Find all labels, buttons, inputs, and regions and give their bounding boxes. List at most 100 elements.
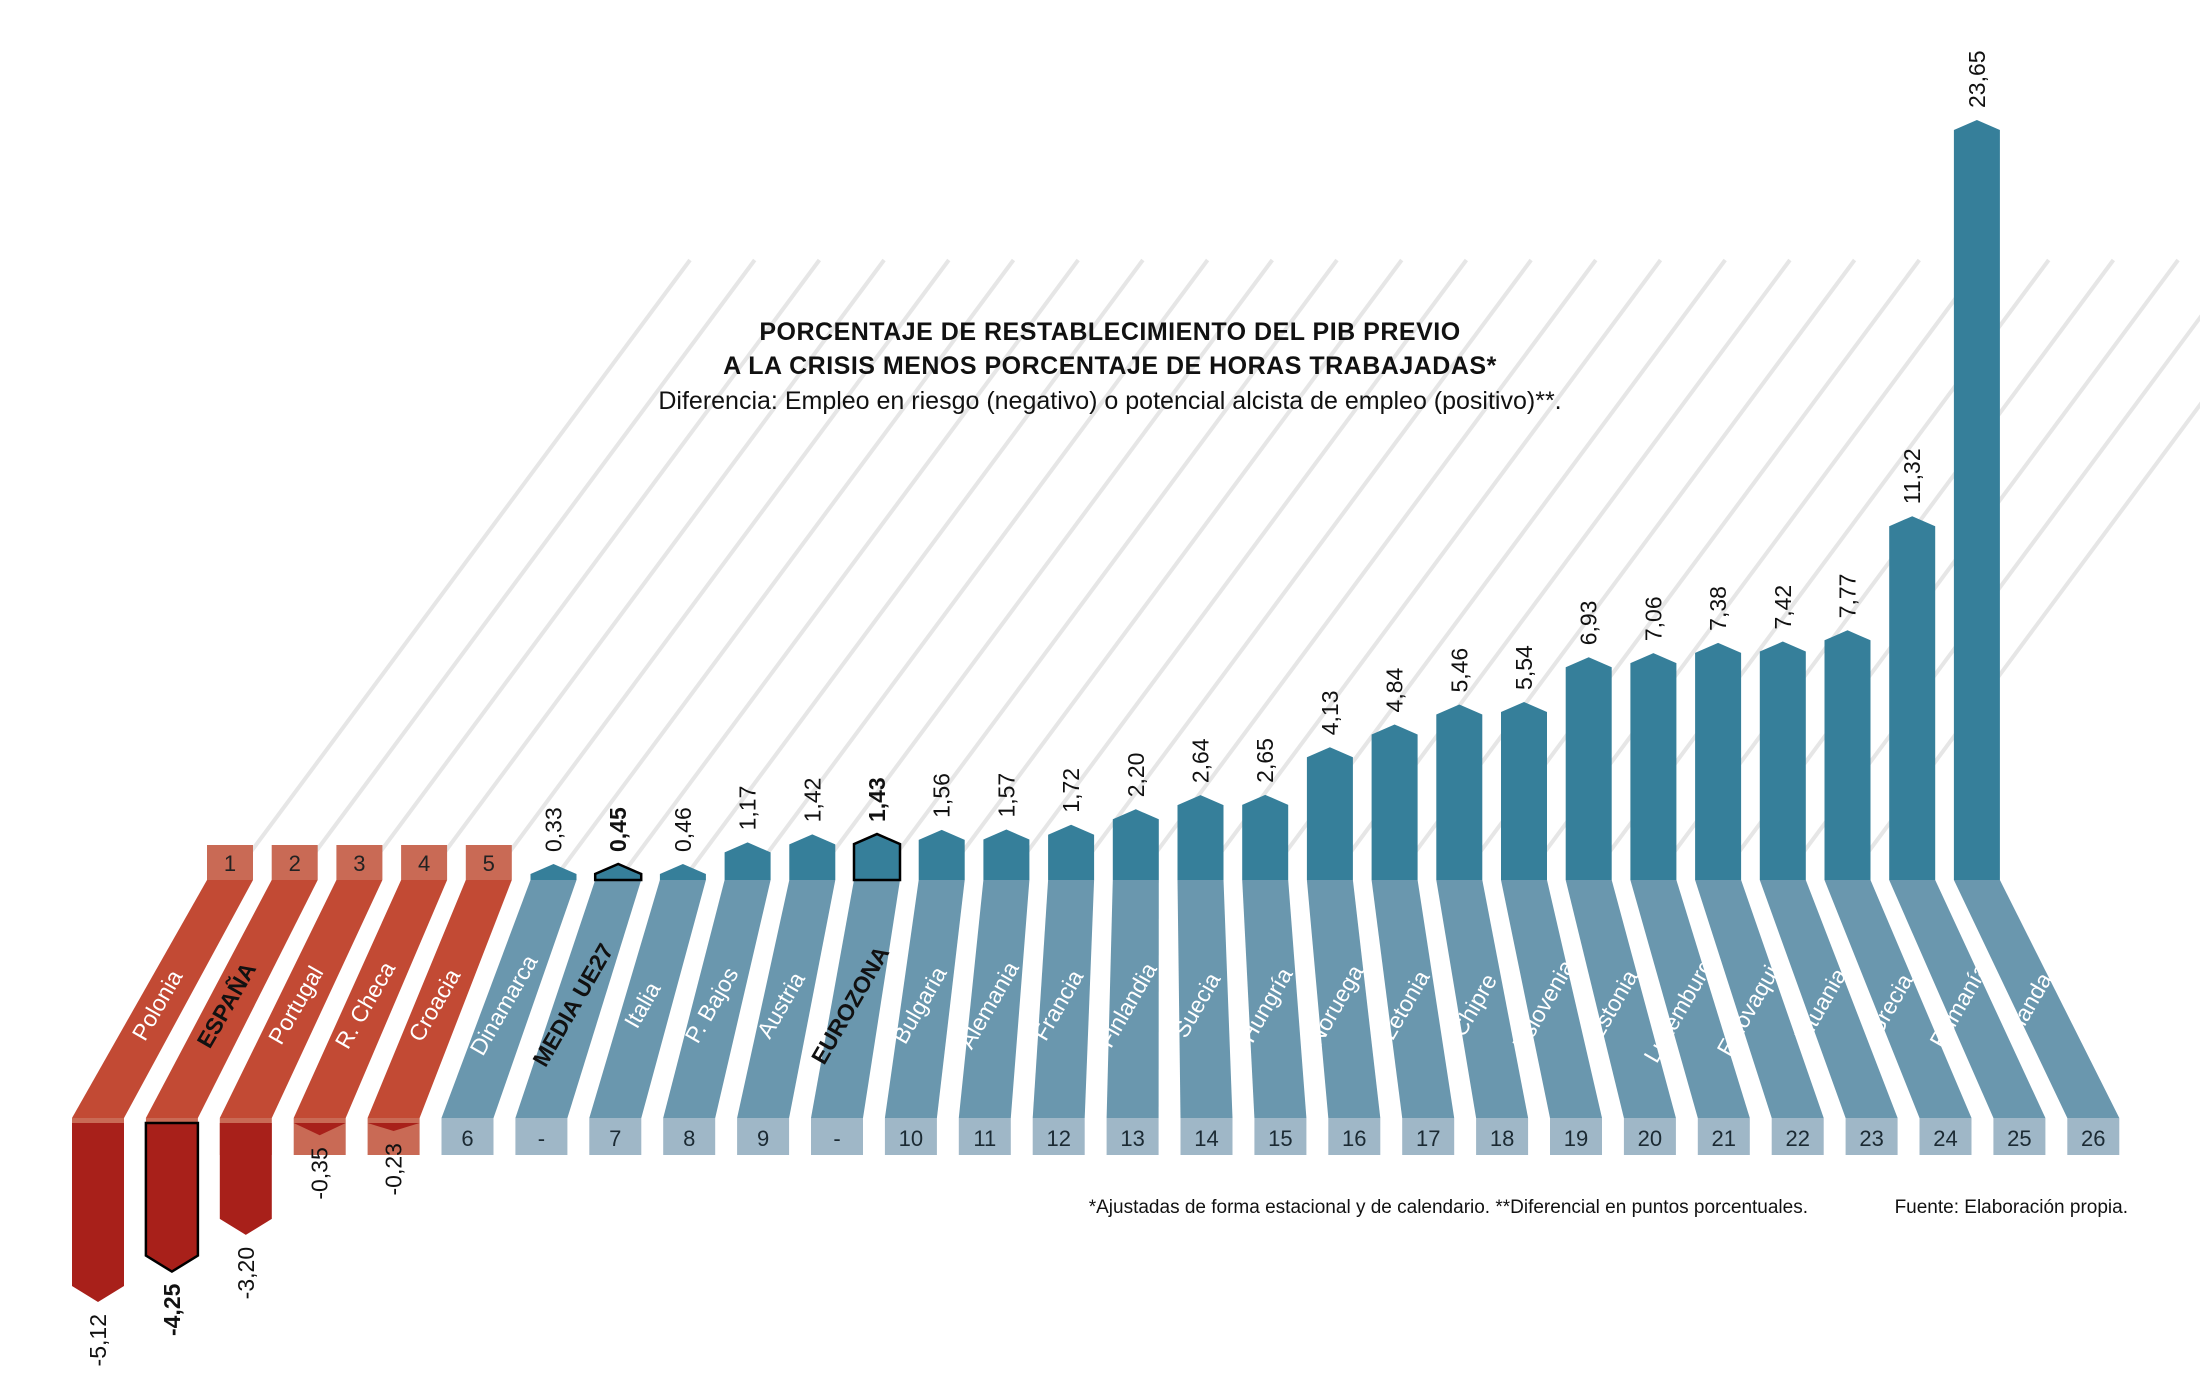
ribbon-suecia <box>1177 880 1233 1118</box>
guide-line <box>293 258 757 882</box>
ribbon-portugal <box>219 880 383 1118</box>
source-note: Fuente: Elaboración propia. <box>1895 1197 2128 1218</box>
rank-label-alemania: 11 <box>973 1126 996 1151</box>
rank-label-estonia: 20 <box>1638 1126 1662 1151</box>
value-label-austria: 1,42 <box>799 778 825 823</box>
guide-line <box>357 258 822 882</box>
rank-label-italia: 7 <box>609 1126 621 1151</box>
rank-cell-chipre <box>1476 1118 1529 1155</box>
guide-line <box>745 258 1210 882</box>
bar-finlandia <box>1112 809 1159 880</box>
chart-subtitle: Diferencia: Empleo en riesgo (negativo) … <box>658 387 1561 415</box>
ribbon-chipre <box>1436 880 1529 1118</box>
rank-label-eslovenia: 19 <box>1564 1126 1588 1151</box>
ribbon-p-bajos <box>663 880 771 1118</box>
ribbon-italia <box>589 880 706 1118</box>
rank-cell-italia <box>589 1118 642 1155</box>
bar-p-bajos <box>724 842 771 880</box>
value-label-italia: 0,46 <box>670 807 696 852</box>
rank-label-polonia: 1 <box>224 851 236 876</box>
value-label-bulgaria: 1,56 <box>929 773 955 818</box>
ribbon-eslovaquia <box>1695 880 1824 1118</box>
rank-cell-estonia <box>1623 1118 1676 1155</box>
rank-cell-finlandia <box>1106 1118 1159 1155</box>
bar-portugal <box>219 1123 272 1235</box>
rank-cell-noruega <box>1328 1118 1381 1155</box>
value-label-media-ue27: 0,45 <box>605 807 631 852</box>
bar-rumania <box>1889 516 1936 880</box>
rank-cell-francia <box>1032 1118 1085 1155</box>
value-label-lituania: 7,42 <box>1770 585 1796 630</box>
value-label-letonia: 4,84 <box>1382 667 1408 712</box>
guide-line <box>1198 258 1663 882</box>
rank-cell-letonia <box>1402 1118 1455 1155</box>
ribbon-estonia <box>1565 880 1676 1118</box>
guide-line <box>228 258 692 882</box>
bar-bulgaria <box>918 829 965 880</box>
rank-cell-austria <box>737 1118 790 1155</box>
bar-grecia <box>1824 630 1871 880</box>
rank-label-portugal: 3 <box>353 851 365 876</box>
rank-cell-eslovaquia <box>1771 1118 1824 1155</box>
bar-alemania <box>983 829 1030 880</box>
bar-dinamarca <box>530 864 577 880</box>
value-label-polonia: -5,12 <box>85 1314 111 1366</box>
rank-cell-media-ue27 <box>515 1118 568 1155</box>
guide-line <box>422 258 886 882</box>
guide-line <box>1069 258 1533 882</box>
bar-irlanda <box>1953 120 2000 880</box>
ribbon-alemania <box>958 880 1030 1118</box>
ribbons <box>72 880 2120 1155</box>
value-label-eslovaquia: 7,38 <box>1705 586 1731 631</box>
bar-lituania <box>1759 641 1806 880</box>
value-label-portugal: -3,20 <box>233 1247 259 1299</box>
rank-label-chipre: 18 <box>1490 1126 1514 1151</box>
guide-line <box>810 258 1274 882</box>
value-label-finlandia: 2,20 <box>1123 753 1149 798</box>
rank-label-grecia: 24 <box>1933 1126 1957 1151</box>
ribbon-noruega <box>1306 880 1381 1118</box>
rank-cell-eslovenia <box>1550 1118 1602 1155</box>
rank-label-eslovaquia: 22 <box>1785 1126 1809 1151</box>
guide-line <box>940 258 1404 882</box>
value-label-alemania: 1,57 <box>993 773 1019 818</box>
value-label-luxemburgo: 7,06 <box>1640 596 1666 641</box>
bar-chipre <box>1436 704 1483 880</box>
ribbon-dinamarca <box>441 880 577 1118</box>
guide-line <box>875 258 1339 882</box>
rank-label-media-ue27: - <box>538 1126 545 1151</box>
guide-line <box>1004 258 1469 882</box>
bars <box>72 120 2000 1302</box>
value-label-suecia: 2,64 <box>1188 738 1214 783</box>
bar-eurozona <box>852 832 902 882</box>
ribbon-eslovenia <box>1501 880 1602 1118</box>
rank-label-luxemburgo: 21 <box>1712 1126 1736 1151</box>
bar-suecia <box>1177 795 1224 880</box>
rank-box-r-checa <box>401 845 448 880</box>
ribbon-luxemburgo <box>1630 880 1750 1118</box>
bar-luxemburgo <box>1630 653 1677 880</box>
rank-cell-p-bajos <box>663 1118 716 1155</box>
rank-label-hungria: 15 <box>1268 1126 1292 1151</box>
ribbon-finlandia <box>1106 880 1159 1118</box>
bar-letonia <box>1371 724 1418 880</box>
value-label-francia: 1,72 <box>1058 768 1084 813</box>
rank-cell-hungria <box>1254 1118 1307 1155</box>
ribbon-eurozona <box>811 880 900 1118</box>
rank-label-lituania: 23 <box>1859 1126 1883 1151</box>
guide-line <box>616 258 1080 882</box>
bar-italia <box>659 864 706 880</box>
value-label-hungria: 2,65 <box>1252 738 1278 783</box>
ribbon-hungria <box>1242 880 1307 1118</box>
rank-cell-grecia <box>1919 1118 1972 1155</box>
value-label-noruega: 4,13 <box>1317 691 1343 736</box>
rank-label-espana: 2 <box>289 851 301 876</box>
rank-cell-suecia <box>1180 1118 1233 1155</box>
rank-box-polonia <box>207 845 253 880</box>
rank-label-p-bajos: 8 <box>683 1126 695 1151</box>
rank-box-espana <box>271 845 318 880</box>
ribbon-media-ue27 <box>515 880 642 1118</box>
rank-label-bulgaria: 10 <box>899 1126 923 1151</box>
rank-box-portugal <box>336 845 383 880</box>
value-label-chipre: 5,46 <box>1446 648 1472 693</box>
